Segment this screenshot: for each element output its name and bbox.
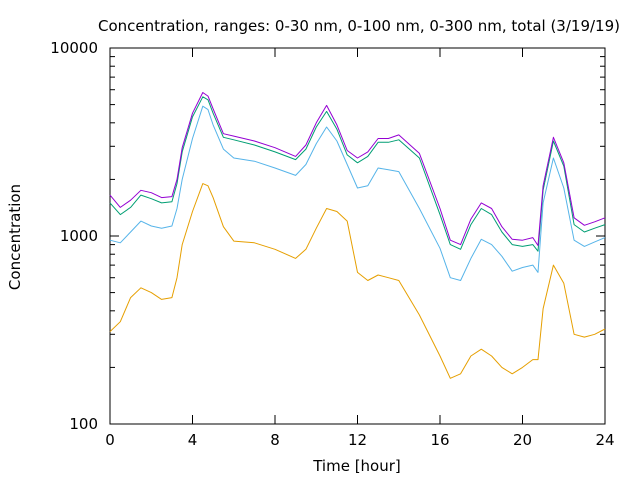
x-tick-label: 12 [348, 431, 367, 449]
series-line-1 [109, 183, 606, 379]
x-tick-label: 0 [105, 431, 115, 449]
x-tick-label: 20 [513, 431, 532, 449]
y-tick-label: 1000 [60, 227, 98, 245]
x-tick-label: 4 [188, 431, 198, 449]
series-line-3 [109, 96, 606, 252]
x-tick-label: 8 [270, 431, 280, 449]
x-tick-label: 24 [595, 431, 614, 449]
chart-title: Concentration, ranges: 0-30 nm, 0-100 nm… [98, 17, 620, 35]
x-tick-label: 16 [430, 431, 449, 449]
y-axis-label: Concentration [6, 184, 24, 290]
series-line-4 [109, 92, 606, 246]
plot-frame [109, 47, 606, 425]
x-axis-label: Time [hour] [312, 457, 401, 475]
y-tick-label: 10000 [50, 39, 98, 57]
y-tick-label: 100 [69, 415, 98, 433]
x-tick-labels: 0 4 8 12 16 20 24 [105, 431, 614, 449]
series-group [109, 92, 606, 379]
y-tick-labels: 100 1000 10000 [50, 39, 98, 433]
series-line-2 [109, 105, 606, 281]
axis-ticks [109, 47, 606, 425]
